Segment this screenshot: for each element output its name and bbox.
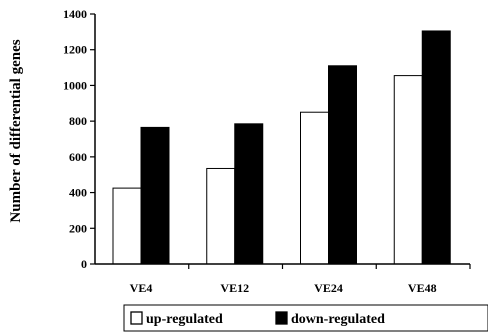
x-axis-ticks: VE4 VE12 VE24 VE48 xyxy=(130,264,471,295)
y-tick-label: 800 xyxy=(69,114,87,128)
y-axis-ticks: 0 200 400 600 800 1000 1200 1400 xyxy=(63,7,95,271)
legend-swatch-up-regulated xyxy=(130,311,143,325)
bar-down-regulated-VE24 xyxy=(328,65,357,265)
x-tick-label: VE12 xyxy=(220,281,249,295)
legend-label-up-regulated: up-regulated xyxy=(146,312,223,327)
y-tick-label: 0 xyxy=(81,257,87,271)
y-tick-label: 600 xyxy=(69,150,87,164)
y-tick-label: 1000 xyxy=(63,78,87,92)
bar-up-regulated-VE12 xyxy=(206,167,236,265)
x-tick-label: VE48 xyxy=(408,281,437,295)
bar-down-regulated-VE12 xyxy=(234,123,264,265)
x-tick-label: VE24 xyxy=(314,281,343,295)
x-tick-label: VE4 xyxy=(130,281,153,295)
legend-swatch-down-regulated xyxy=(275,311,288,325)
legend-box xyxy=(123,304,488,332)
legend-label-down-regulated: down-regulated xyxy=(291,312,385,327)
y-tick-label: 1400 xyxy=(63,7,87,21)
bar-down-regulated-VE48 xyxy=(421,30,451,265)
y-tick-label: 200 xyxy=(69,221,87,235)
y-axis-title: Number of differential genes xyxy=(8,39,24,222)
bar-series xyxy=(112,30,451,265)
bar-up-regulated-VE4 xyxy=(112,187,142,265)
bar-up-regulated-VE48 xyxy=(393,75,423,265)
bar-up-regulated-VE24 xyxy=(300,111,329,265)
legend: up-regulated down-regulated xyxy=(123,304,488,332)
y-tick-label: 400 xyxy=(69,186,87,200)
y-tick-label: 1200 xyxy=(63,43,87,57)
bar-down-regulated-VE4 xyxy=(140,126,170,265)
